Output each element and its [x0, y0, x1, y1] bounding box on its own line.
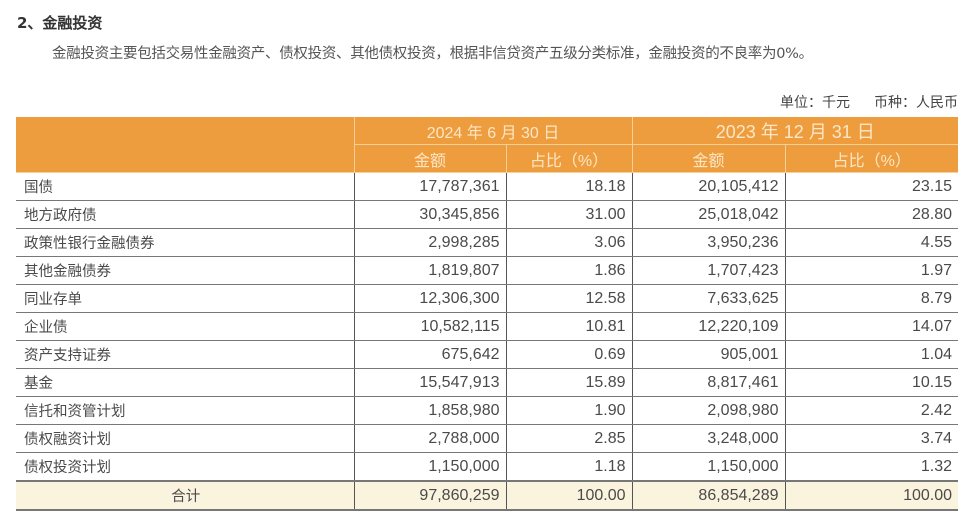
share-2023: 1.32 — [784, 452, 958, 482]
share-2023: 1.04 — [784, 340, 958, 369]
amount-2024: 2,788,000 — [353, 424, 506, 453]
share-2023: 14.07 — [784, 312, 958, 341]
row-label: 基金 — [16, 368, 354, 397]
amount-2024: 10,582,115 — [353, 312, 506, 341]
subheader-share: 占比（%） — [505, 144, 632, 173]
amount-2024: 1,150,000 — [353, 452, 506, 482]
share-2024: 1.18 — [505, 452, 632, 482]
share-2023: 3.74 — [784, 424, 958, 453]
header-blank — [16, 117, 354, 173]
share-2024: 18.18 — [505, 172, 632, 201]
share-2024: 31.00 — [505, 200, 632, 229]
table-row: 基金 15,547,913 15.89 8,817,461 10.15 — [16, 368, 958, 397]
amount-2023: 12,220,109 — [631, 312, 785, 341]
share-2024: 0.69 — [505, 340, 632, 369]
total-amount-2023: 86,854,289 — [631, 480, 785, 511]
table-row: 资产支持证券 675,642 0.69 905,001 1.04 — [16, 340, 958, 369]
table-row: 国债 17,787,361 18.18 20,105,412 23.15 — [16, 172, 958, 201]
financial-investment-table: 2024 年 6 月 30 日 2023 年 12 月 31 日 金额 占比（%… — [16, 117, 958, 511]
subheader-amount: 金额 — [631, 144, 785, 173]
subheader-amount: 金额 — [353, 144, 506, 173]
total-share-2023: 100.00 — [784, 480, 958, 511]
total-row-label: 合计 — [16, 480, 354, 511]
table-row: 债权投资计划 1,150,000 1.18 1,150,000 1.32 — [16, 452, 958, 482]
share-2024: 1.90 — [505, 396, 632, 425]
table-row: 信托和资管计划 1,858,980 1.90 2,098,980 2.42 — [16, 396, 958, 425]
amount-2024: 15,547,913 — [353, 368, 506, 397]
share-2023: 2.42 — [784, 396, 958, 425]
description-paragraph: 金融投资主要包括交易性金融资产、债权投资、其他债权投资，根据非信贷资产五级分类标… — [52, 46, 813, 62]
share-2023: 4.55 — [784, 228, 958, 257]
amount-2023: 905,001 — [631, 340, 785, 369]
table-row: 政策性银行金融债券 2,998,285 3.06 3,950,236 4.55 — [16, 228, 958, 257]
share-2024: 1.86 — [505, 256, 632, 285]
row-label: 国债 — [16, 172, 354, 201]
share-2024: 12.58 — [505, 284, 632, 313]
share-2024: 15.89 — [505, 368, 632, 397]
row-label: 资产支持证券 — [16, 340, 354, 369]
amount-2024: 1,858,980 — [353, 396, 506, 425]
total-row: 合计 97,860,259 100.00 86,854,289 100.00 — [16, 480, 958, 511]
table-row: 地方政府债 30,345,856 31.00 25,018,042 28.80 — [16, 200, 958, 229]
share-2023: 1.97 — [784, 256, 958, 285]
amount-2023: 3,950,236 — [631, 228, 785, 257]
amount-2024: 17,787,361 — [353, 172, 506, 201]
amount-2024: 1,819,807 — [353, 256, 506, 285]
amount-2023: 1,707,423 — [631, 256, 785, 285]
amount-2024: 2,998,285 — [353, 228, 506, 257]
row-label: 其他金融债券 — [16, 256, 354, 285]
amount-2024: 30,345,856 — [353, 200, 506, 229]
amount-2024: 12,306,300 — [353, 284, 506, 313]
amount-2023: 7,633,625 — [631, 284, 785, 313]
table-row: 同业存单 12,306,300 12.58 7,633,625 8.79 — [16, 284, 958, 313]
row-label: 信托和资管计划 — [16, 396, 354, 425]
period-header-2023: 2023 年 12 月 31 日 — [631, 117, 958, 145]
amount-2023: 3,248,000 — [631, 424, 785, 453]
share-2023: 8.79 — [784, 284, 958, 313]
amount-2024: 675,642 — [353, 340, 506, 369]
share-2023: 10.15 — [784, 368, 958, 397]
share-2024: 3.06 — [505, 228, 632, 257]
row-label: 同业存单 — [16, 284, 354, 313]
total-share-2024: 100.00 — [505, 480, 632, 511]
table-row: 其他金融债券 1,819,807 1.86 1,707,423 1.97 — [16, 256, 958, 285]
amount-2023: 25,018,042 — [631, 200, 785, 229]
row-label: 债权投资计划 — [16, 452, 354, 482]
amount-2023: 20,105,412 — [631, 172, 785, 201]
table-row: 企业债 10,582,115 10.81 12,220,109 14.07 — [16, 312, 958, 341]
row-label: 政策性银行金融债券 — [16, 228, 354, 257]
period-header-2024: 2024 年 6 月 30 日 — [353, 117, 632, 145]
unit-label: 单位：千元 — [780, 95, 850, 111]
amount-2023: 8,817,461 — [631, 368, 785, 397]
share-2024: 2.85 — [505, 424, 632, 453]
row-label: 企业债 — [16, 312, 354, 341]
subheader-share: 占比（%） — [784, 144, 958, 173]
total-amount-2024: 97,860,259 — [353, 480, 506, 511]
share-2023: 23.15 — [784, 172, 958, 201]
table-row: 债权融资计划 2,788,000 2.85 3,248,000 3.74 — [16, 424, 958, 453]
share-2024: 10.81 — [505, 312, 632, 341]
row-label: 债权融资计划 — [16, 424, 354, 453]
amount-2023: 1,150,000 — [631, 452, 785, 482]
amount-2023: 2,098,980 — [631, 396, 785, 425]
row-label: 地方政府债 — [16, 200, 354, 229]
unit-note: 单位：千元 币种：人民币 — [780, 92, 958, 112]
share-2023: 28.80 — [784, 200, 958, 229]
currency-label: 币种：人民币 — [874, 95, 958, 111]
section-heading: 2、金融投资 — [17, 14, 103, 32]
